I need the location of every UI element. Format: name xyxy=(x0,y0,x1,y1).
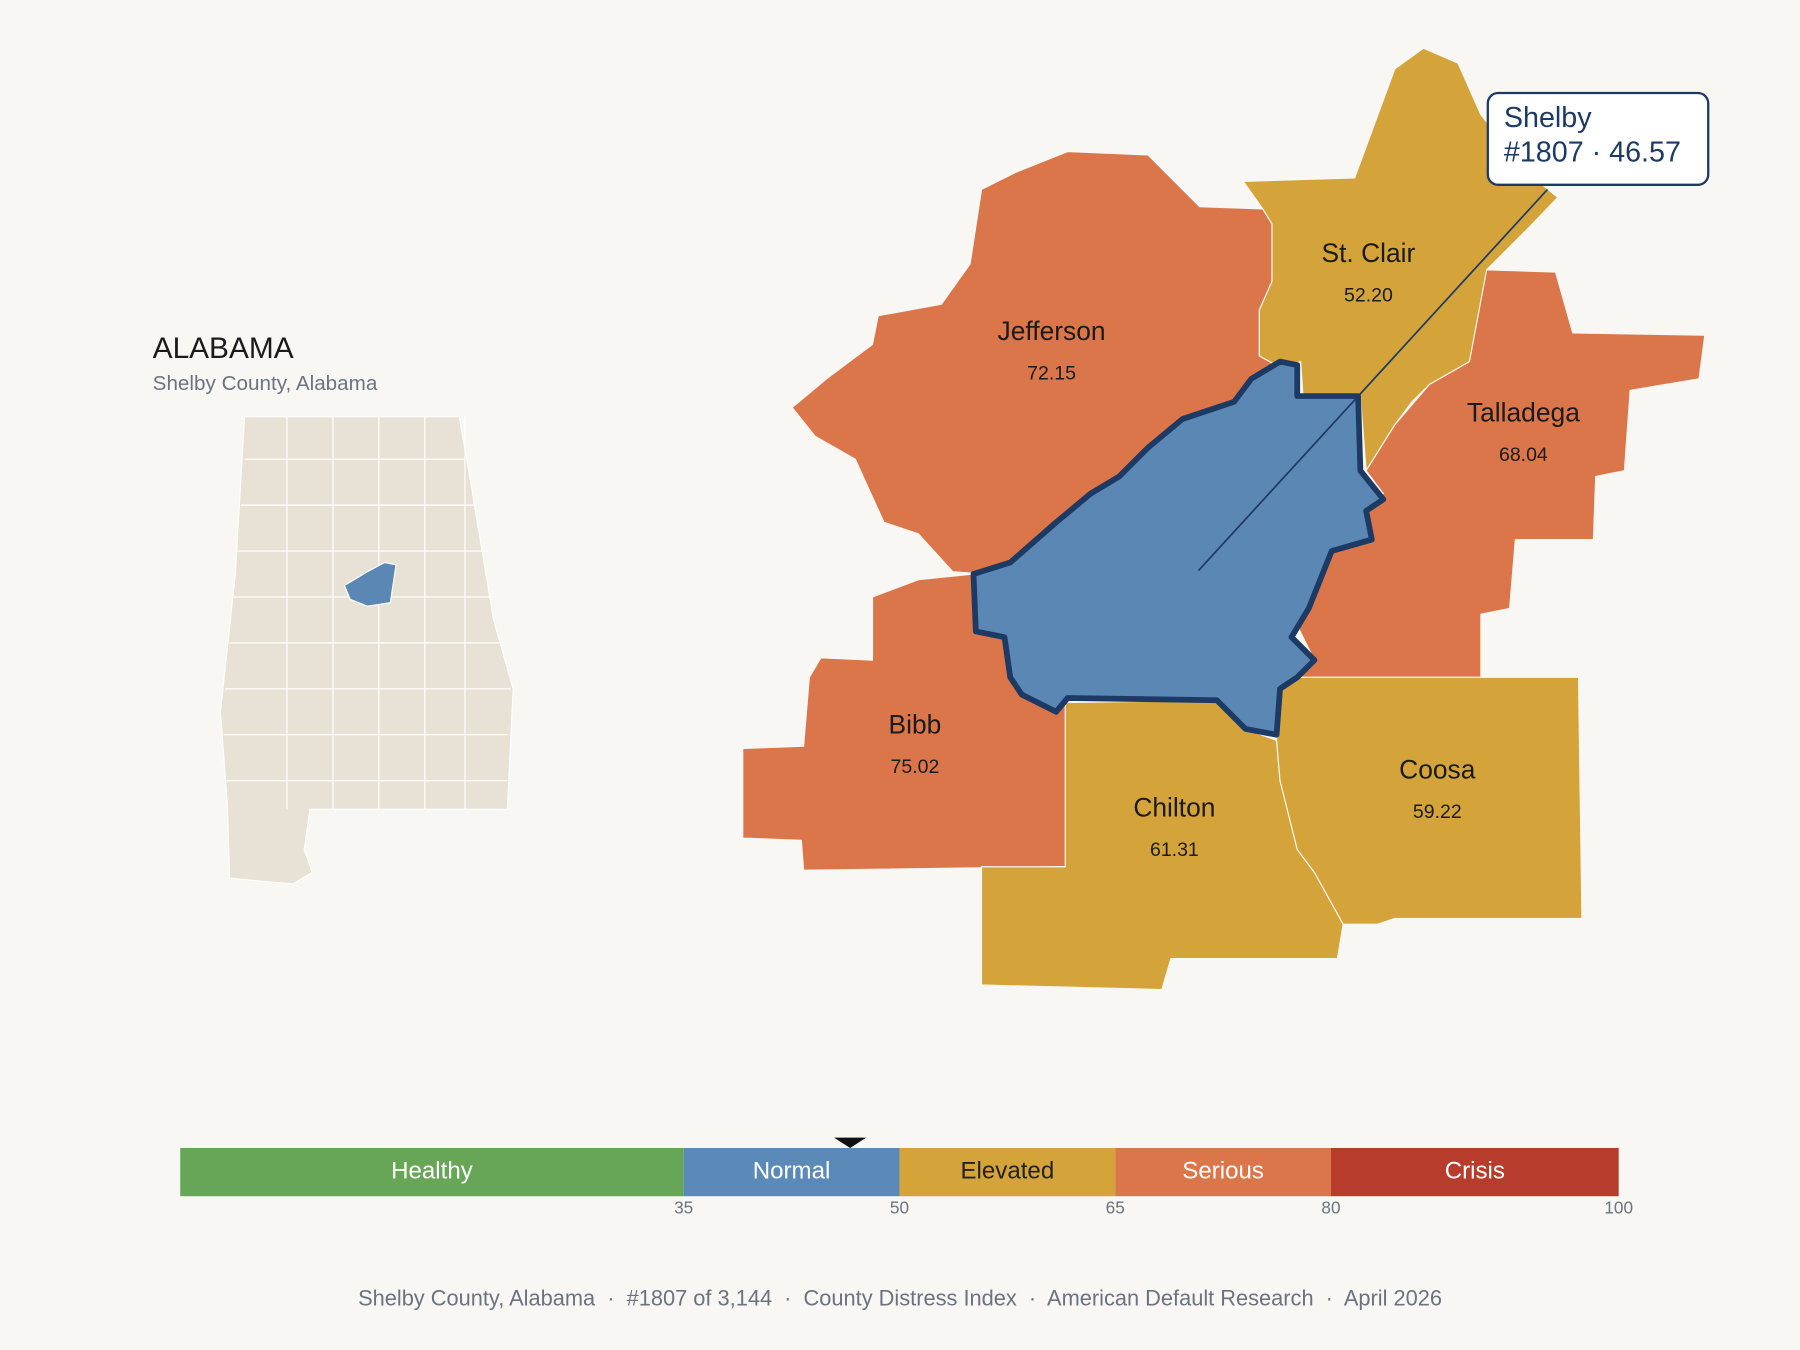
county-name: Jefferson xyxy=(998,316,1106,346)
state-county-highlight xyxy=(343,561,397,607)
tooltip-detail: #1807 · 46.57 xyxy=(1504,136,1681,168)
scale-band-label: Healthy xyxy=(391,1157,473,1184)
footer: Shelby County, Alabama · #1807 of 3,144 … xyxy=(358,1285,1442,1310)
county-score: 68.04 xyxy=(1499,444,1548,466)
leader-line xyxy=(1197,188,1549,572)
content: ALABAMA Shelby County, Alabama Jefferson… xyxy=(153,47,1710,1310)
selected-county xyxy=(970,358,1387,738)
county-lines xyxy=(223,416,511,810)
county-name: Coosa xyxy=(1399,754,1476,784)
county-score: 72.15 xyxy=(1027,362,1076,384)
scale-tick-label: 50 xyxy=(890,1197,909,1217)
state-subtitle: Shelby County, Alabama xyxy=(153,372,378,395)
county-name: Chilton xyxy=(1133,792,1215,822)
scale-band xyxy=(180,1148,684,1197)
scale-tick-label: 100 xyxy=(1604,1197,1633,1217)
scale-band-label: Crisis xyxy=(1445,1157,1505,1184)
scale-tick-label: 35 xyxy=(674,1197,693,1217)
county-score: 52.20 xyxy=(1344,284,1393,306)
scale-band-label: Normal xyxy=(753,1157,831,1184)
distress-scale: Healthy Normal Elevated Serious Crisis 35 50 65… xyxy=(180,1137,1633,1217)
county-score: 59.22 xyxy=(1413,801,1462,823)
scale-band xyxy=(899,1148,1116,1197)
scale-band-label: Elevated xyxy=(960,1157,1054,1184)
tooltip-box xyxy=(1486,91,1710,186)
county-score: 61.31 xyxy=(1150,839,1199,861)
state-outline xyxy=(219,416,514,885)
county-name: Talladega xyxy=(1467,397,1580,427)
scale-tick-label: 65 xyxy=(1106,1197,1125,1217)
county-name: St. Clair xyxy=(1321,238,1415,268)
state-title: ALABAMA xyxy=(153,332,294,365)
scale-band xyxy=(1115,1148,1331,1197)
scale-band xyxy=(683,1148,900,1197)
scale-marker xyxy=(834,1137,867,1148)
county-score: 75.02 xyxy=(891,756,940,778)
scale-band xyxy=(1330,1148,1619,1197)
scale-band-label: Serious xyxy=(1182,1157,1264,1184)
county-name: Bibb xyxy=(889,710,942,740)
county-map: Jefferson 72.15 St. Clair 52.20 Talladega 68.… xyxy=(742,47,1710,991)
tooltip-name: Shelby xyxy=(1504,102,1592,134)
scale-tick-label: 80 xyxy=(1321,1197,1340,1217)
